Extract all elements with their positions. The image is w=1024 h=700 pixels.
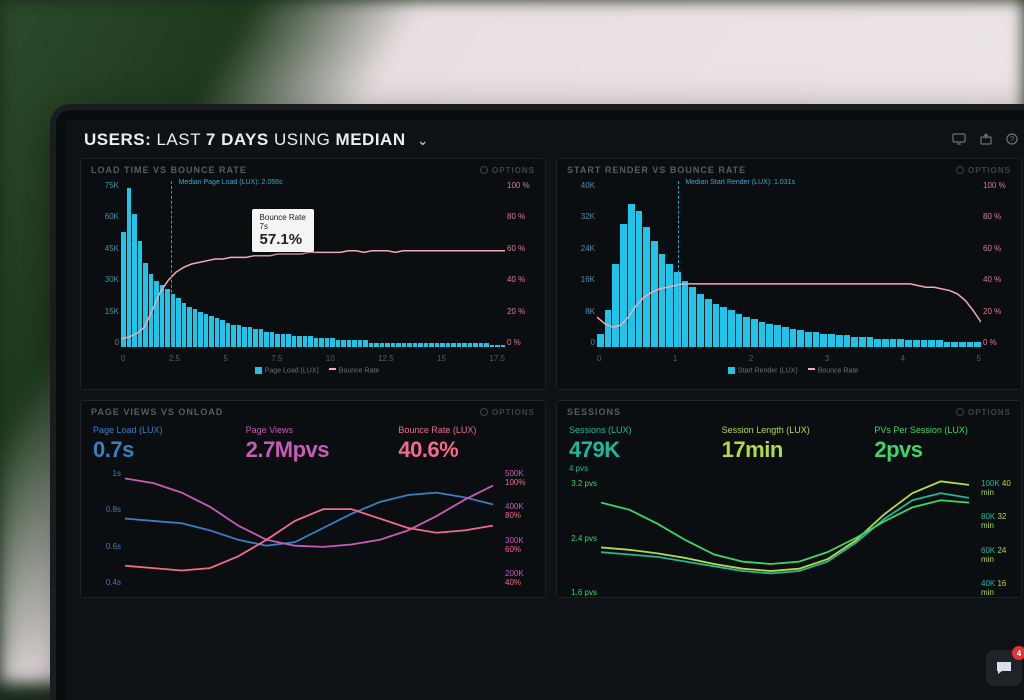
panel-start-render-vs-bounce: START RENDER VS BOUNCE RATE OPTIONS 40K3… [556,158,1022,390]
metrics-row: Sessions (LUX)479K4 pvsSession Length (L… [557,421,1021,475]
chart-plot: Median Start Render (LUX): 1.031s [597,181,981,347]
y-axis-left: 3.2 pvs2.4 pvs1.6 pvs [565,479,597,597]
chart-plot [125,469,493,587]
y-axis-right: 100 %80 %60 %40 %20 %0 % [983,181,1013,347]
line-series [125,469,493,587]
gear-icon [480,166,488,174]
options-button[interactable]: OPTIONS [480,408,535,417]
bounce-line [597,181,981,347]
chart-plot: Median Page Load (LUX): 2.056s Bounce Ra… [121,181,505,347]
panel-title: SESSIONS [567,407,621,417]
monitor-icon[interactable] [952,132,966,148]
panel-load-time-vs-bounce: LOAD TIME VS BOUNCE RATE OPTIONS 75K60K4… [80,158,546,390]
options-button[interactable]: OPTIONS [480,166,535,175]
y-axis-left: 75K60K45K30K15K0 [89,181,119,347]
y-axis-right: 500K 100%400K 80%300K 60%200K 40% [505,469,537,587]
legend: Page Load (LUX) Bounce Rate [89,367,537,374]
chevron-down-icon[interactable]: ⌄ [417,132,429,149]
metrics-row: Page Load (LUX)0.7sPage Views2.7MpvsBoun… [81,421,545,465]
help-icon[interactable]: ? [1006,132,1018,148]
chat-button[interactable]: 4 [986,650,1022,686]
options-button[interactable]: OPTIONS [956,408,1011,417]
y-axis-left: 40K32K24K16K8K0 [565,181,595,347]
dashboard-screen: USERS: LAST 7 DAYS USING MEDIAN ⌄ ? LOAD [66,120,1024,700]
y-axis-right: 100K 40 min80K 32 min60K 24 min40K 16 mi… [981,479,1013,597]
panel-sessions: SESSIONS OPTIONS Sessions (LUX)479K4 pvs… [556,400,1022,598]
page-header: USERS: LAST 7 DAYS USING MEDIAN ⌄ ? [66,120,1024,158]
options-button[interactable]: OPTIONS [956,166,1011,175]
share-icon[interactable] [980,132,992,148]
y-axis-left: 1s0.8s0.6s0.4s [89,469,121,587]
x-axis: 012345 [597,354,981,363]
tooltip: Bounce Rate 7s 57.1% [252,209,314,252]
median-label: Median Page Load (LUX): 2.056s [179,179,283,186]
bounce-line [121,181,505,347]
median-line [678,181,679,347]
page-title[interactable]: USERS: LAST 7 DAYS USING MEDIAN ⌄ [84,130,429,150]
notification-badge: 4 [1012,646,1024,660]
panel-title: START RENDER VS BOUNCE RATE [567,165,746,175]
line-series [601,479,969,597]
laptop-frame: USERS: LAST 7 DAYS USING MEDIAN ⌄ ? LOAD [56,110,1024,700]
panel-title: LOAD TIME VS BOUNCE RATE [91,165,247,175]
svg-text:?: ? [1010,135,1015,144]
median-label: Median Start Render (LUX): 1.031s [685,179,795,186]
panel-title: PAGE VIEWS VS ONLOAD [91,407,223,417]
chart-plot [601,479,969,597]
gear-icon [956,166,964,174]
chat-icon [995,659,1013,677]
gear-icon [956,408,964,416]
y-axis-right: 100 %80 %60 %40 %20 %0 % [507,181,537,347]
gear-icon [480,408,488,416]
legend: Start Render (LUX) Bounce Rate [565,367,1013,374]
x-axis: 02.557.51012.51517.5 [121,354,505,363]
panel-page-views-vs-onload: PAGE VIEWS VS ONLOAD OPTIONS Page Load (… [80,400,546,598]
median-line [171,181,172,347]
